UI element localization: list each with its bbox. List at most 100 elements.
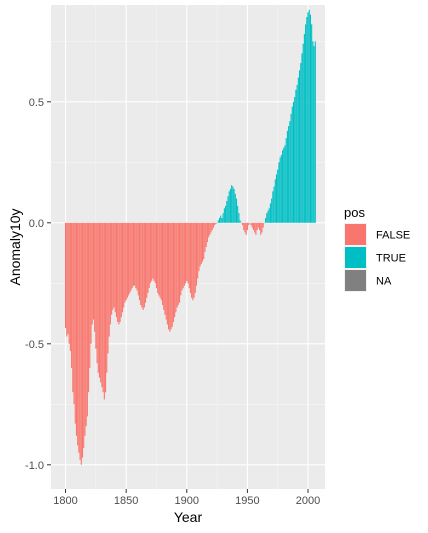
bar [66,223,67,337]
bar [160,223,161,298]
bar [288,126,289,223]
bar [257,223,258,230]
bar [113,223,114,308]
bar [124,223,125,303]
bar [101,223,102,388]
bar [301,53,302,222]
bar [267,211,268,223]
bar [187,223,188,283]
bar [225,206,226,223]
bar [117,223,118,322]
bar [183,223,184,288]
bar [284,145,285,222]
bar [270,203,271,222]
bar [128,223,129,296]
bar [238,213,239,223]
bar [105,223,106,392]
bar [314,46,315,223]
bar [292,107,293,223]
bar [94,223,95,332]
bar [123,223,124,308]
bar [78,223,79,453]
bar [186,223,187,281]
legend-label: TRUE [376,253,406,265]
bar [202,223,203,262]
bar [115,223,116,313]
bar [276,174,277,222]
x-tick-label: 1850 [114,495,138,507]
bar [178,223,179,305]
bar [234,189,235,223]
x-tick-labels: 1800 1850 1900 1950 2000 [53,495,320,507]
bar [143,223,144,310]
bar [163,223,164,310]
bar [174,223,175,317]
bar [132,223,133,288]
bar [226,201,227,223]
bar [126,223,127,300]
bar [247,223,248,230]
bar [240,220,241,222]
bar [76,223,77,436]
bar [86,223,87,426]
bar [278,162,279,223]
bar [272,191,273,222]
bar [127,223,128,298]
bar [168,223,169,329]
bar [161,223,162,300]
bar [189,223,190,288]
bar [307,12,308,223]
bar [254,223,255,233]
bar [156,223,157,288]
bar [291,114,292,223]
bar [261,223,262,233]
bar [75,223,76,424]
bar [311,24,312,222]
x-tick-label: 1800 [53,495,77,507]
bar [162,223,163,305]
bar [129,223,130,293]
bar [212,223,213,230]
bar [179,223,180,303]
bar [152,223,153,279]
legend-label: FALSE [376,230,410,242]
bar [282,150,283,223]
bar [144,223,145,308]
x-tick-label: 1900 [175,495,199,507]
bar [157,223,158,293]
y-tick-label: 0.0 [29,218,44,230]
bar [82,223,83,458]
bar [141,223,142,308]
bar [235,194,236,223]
bar [297,85,298,223]
bar [265,218,266,223]
bar [283,148,284,223]
y-tick-label: -1.0 [25,460,44,472]
bar [173,223,174,322]
bar [70,223,71,351]
legend-swatch [345,224,366,245]
bar [252,223,253,228]
bar [259,223,260,230]
bar [271,199,272,223]
bar [204,223,205,252]
bar [203,223,204,259]
bar [167,223,168,325]
bar [230,189,231,223]
bar [134,223,135,286]
bar [223,213,224,223]
bar [208,223,209,238]
bar [95,223,96,349]
bar [77,223,78,446]
bar [97,223,98,363]
bar [172,223,173,327]
bar [305,24,306,222]
bar [248,223,249,225]
y-tick-label: 0.5 [29,97,44,109]
bar [220,216,221,223]
bar [150,223,151,283]
bar [255,223,256,235]
bar [72,223,73,392]
bar [80,223,81,460]
